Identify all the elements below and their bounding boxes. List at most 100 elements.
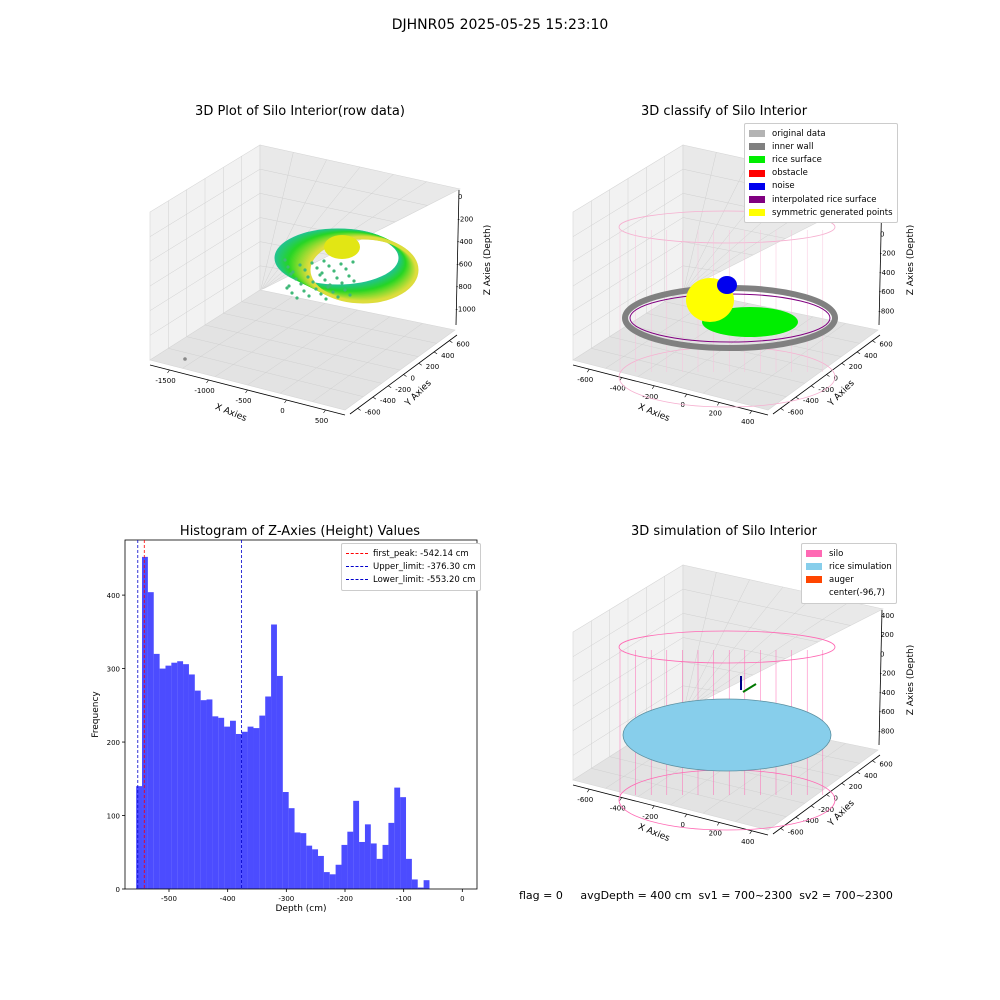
x-tick [652, 805, 655, 809]
classify-legend-item: inner wall [749, 140, 893, 153]
histogram-bar [376, 858, 383, 889]
legend-label: rice surface [772, 154, 822, 165]
raw-outlier-point [183, 357, 187, 361]
x-tick-label: 200 [709, 830, 722, 838]
histogram-legend-item: first_peak: -542.14 cm [346, 547, 476, 560]
legend-label: noise [772, 181, 795, 192]
y-tick-label: 200 [849, 363, 862, 371]
simulation-legend: silo rice simulation auger center(-96,7) [801, 543, 897, 604]
z-tick-label: 0 [458, 193, 462, 201]
y-tick-label: 600 [456, 341, 469, 349]
x-tick-label: -200 [642, 813, 658, 821]
legend-swatch [749, 130, 765, 138]
x-tick-label: -100 [396, 895, 412, 903]
raw-point-ring [307, 236, 419, 304]
x-axis-label: X Axies [636, 822, 671, 844]
histogram-bar [423, 880, 430, 889]
x-tick-label: -600 [577, 796, 593, 804]
histogram-bar [271, 624, 277, 889]
raw-point [319, 292, 323, 296]
raw-point [331, 290, 335, 294]
histogram-bar [147, 592, 154, 889]
x-tick-label: 400 [741, 418, 754, 426]
x-tick [245, 389, 248, 394]
status-line: flag = 0 avgDepth = 400 cm sv1 = 700~230… [519, 889, 893, 902]
y-tick-label: 300 [107, 666, 120, 674]
histogram-bar [400, 797, 407, 889]
z-axis-label: Z Axies (Depth) [906, 225, 916, 296]
raw-plot-title: 3D Plot of Silo Interior(row data) [195, 104, 405, 119]
y-tick [811, 805, 815, 809]
grid-line [735, 323, 846, 402]
raw-point [318, 273, 322, 277]
y-tick-label: 200 [426, 363, 439, 371]
raw-point [310, 261, 314, 265]
histogram-bar [253, 728, 260, 889]
legend-swatch [749, 196, 765, 204]
x-tick-label: 0 [681, 821, 685, 829]
y-tick-label: -600 [788, 828, 804, 836]
raw-point [326, 285, 330, 289]
histogram-bar [241, 731, 248, 889]
simulation-legend-item: rice simulation [806, 560, 892, 573]
z-tick-label: -200 [880, 670, 896, 678]
x-tick-label: 400 [741, 838, 754, 846]
histogram-bar [200, 700, 207, 889]
x-tick-label: -200 [337, 895, 353, 903]
histogram-bar [306, 845, 313, 889]
x-tick [717, 822, 720, 826]
histogram-bar [388, 822, 395, 889]
grid-line [687, 601, 850, 709]
raw-point [283, 258, 287, 262]
histogram-legend-item: Lower_limit: -553.20 cm [346, 573, 476, 586]
histogram-bar [183, 664, 189, 889]
x-axis-line [572, 784, 769, 836]
legend-swatch [806, 589, 822, 597]
legend-label: symmetric generated points [772, 207, 893, 218]
classify-legend-item: obstacle [749, 167, 893, 180]
y-tick-label: -600 [365, 408, 381, 416]
histogram-bar [247, 726, 254, 889]
y-axis-label: Y Axies [403, 378, 434, 409]
legend-swatch [749, 143, 765, 151]
y-tick [449, 340, 453, 343]
y-tick [841, 782, 845, 786]
raw-point [286, 265, 290, 269]
y-tick [357, 408, 361, 411]
grid-line [312, 323, 423, 402]
histogram-bar [341, 844, 348, 889]
raw-point [314, 287, 318, 291]
y-tick-label: 400 [441, 352, 454, 360]
auger-arm [742, 683, 757, 693]
histogram-bar [323, 872, 330, 889]
rice-simulation-surface [622, 698, 832, 772]
x-tick-label: 0 [681, 401, 685, 409]
z-tick-label: -600 [879, 708, 895, 716]
x-tick-label: -600 [577, 376, 593, 384]
x-tick [652, 385, 655, 389]
z-tick-label: -400 [879, 269, 895, 277]
raw-point [339, 262, 343, 266]
raw-point [347, 274, 351, 278]
y-tick [856, 351, 861, 355]
z-tick-label: -800 [878, 308, 894, 316]
y-axis-label: Y Axies [826, 378, 857, 409]
x-tick [587, 789, 590, 793]
z-axis-line [878, 609, 883, 746]
raw-point [332, 269, 336, 273]
histogram-bar [294, 832, 301, 889]
x-tick-label: 0 [280, 407, 284, 415]
x-tick-label: -400 [220, 895, 236, 903]
legend-label: inner wall [772, 141, 814, 152]
y-tick-label: 200 [107, 739, 120, 747]
legend-label: original data [772, 128, 826, 139]
histogram-bar [382, 844, 389, 889]
histogram-bar [136, 786, 143, 889]
y-tick-label: 0 [834, 795, 838, 803]
histogram-bar [224, 726, 231, 889]
raw-point [298, 263, 302, 267]
y-tick [872, 760, 876, 763]
raw-point [328, 283, 332, 287]
